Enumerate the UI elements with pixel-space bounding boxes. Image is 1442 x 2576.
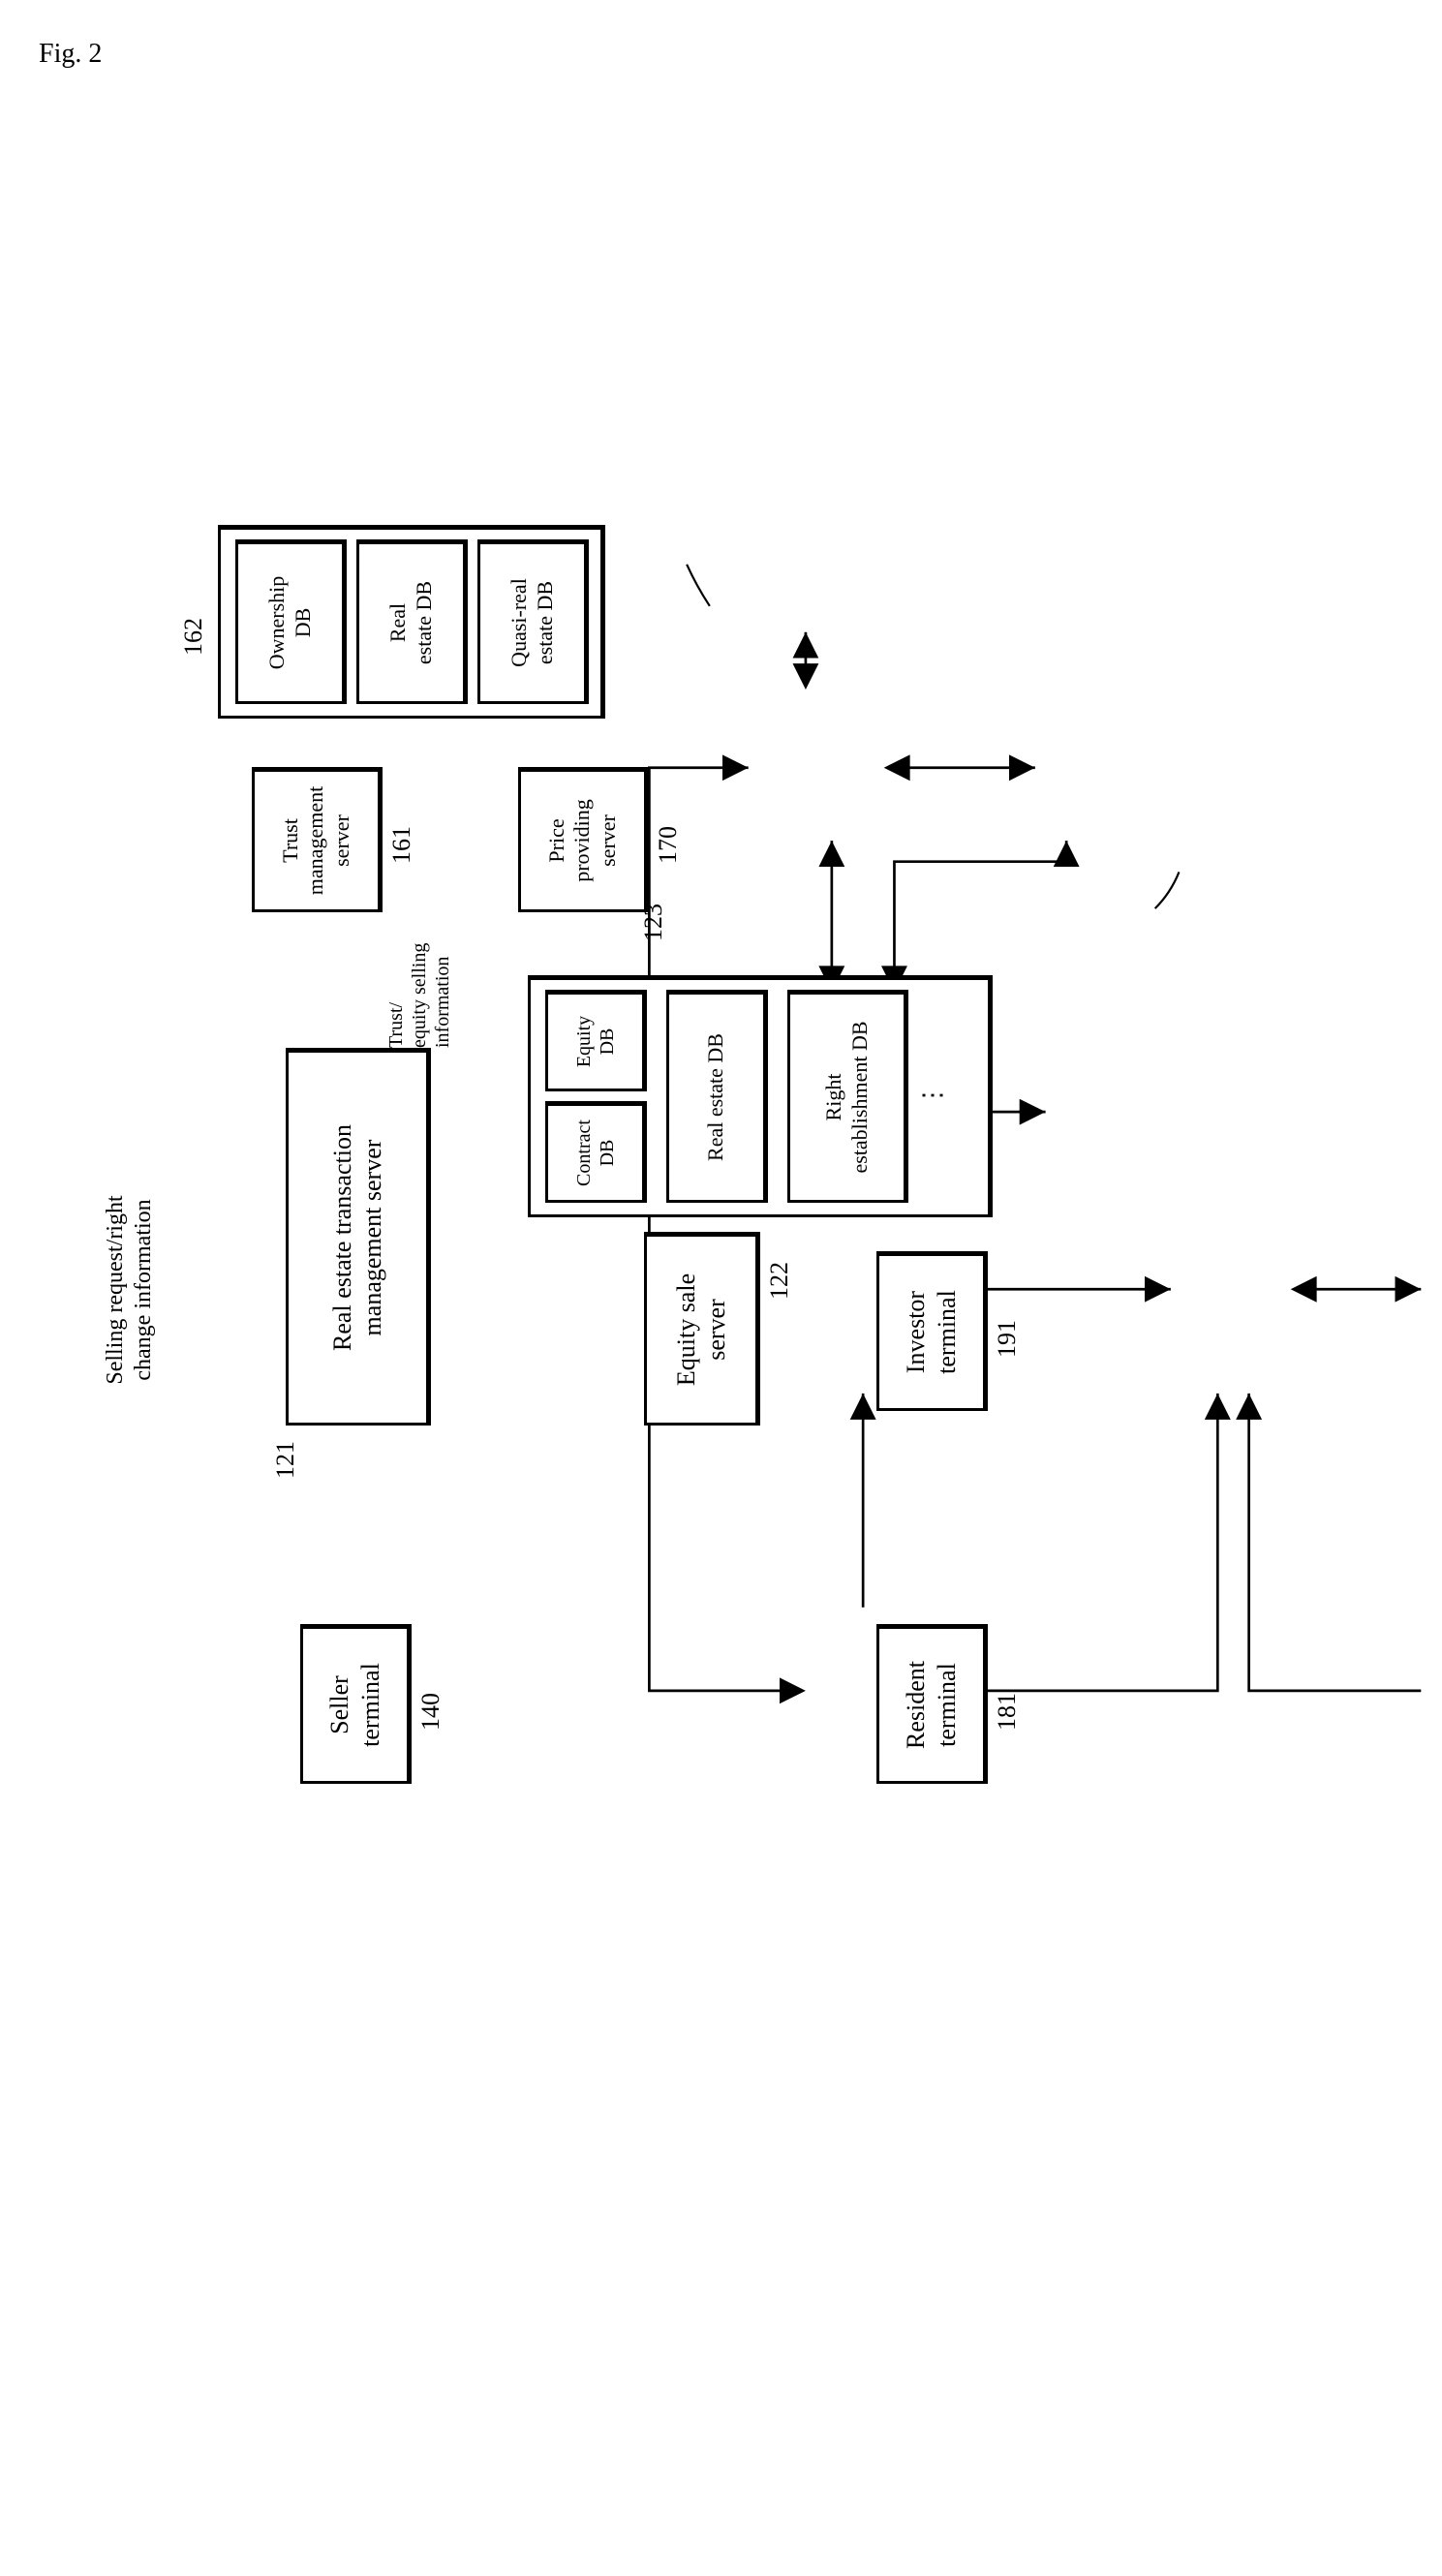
seller-terminal-box: Seller terminal: [300, 1624, 412, 1784]
retms-box: Real estate transaction management serve…: [286, 1048, 431, 1426]
ref-162: 162: [179, 618, 208, 656]
equity-sale-box: Equity sale server: [644, 1232, 760, 1426]
real-estate-db2-box: Real estate DB: [356, 539, 468, 704]
db-container-123: Contract DB Equity DB Real estate DB Rig…: [528, 975, 993, 1217]
figure-label: Fig. 2: [39, 39, 1403, 70]
ownership-db-label: Ownership DB: [264, 576, 316, 670]
ref-121: 121: [271, 1441, 300, 1479]
investor-terminal-label: Investor terminal: [901, 1290, 961, 1374]
right-est-db-box: Right establishment DB: [787, 990, 908, 1203]
trust-mgmt-label: Trust management server: [277, 786, 353, 895]
edge-label-selling: Selling request/right change information: [102, 1106, 158, 1474]
resident-terminal-box: Resident terminal: [876, 1624, 988, 1784]
ref-122: 122: [765, 1262, 794, 1300]
system-diagram: Seller terminal 140 Resident terminal 18…: [44, 99, 1399, 2423]
contract-db-box: Contract DB: [545, 1101, 647, 1203]
ownership-db-box: Ownership DB: [235, 539, 347, 704]
ref-181: 181: [993, 1693, 1022, 1731]
equity-sale-label: Equity sale server: [670, 1273, 730, 1386]
retms-label: Real estate transaction management serve…: [326, 1124, 386, 1351]
ref-191: 191: [993, 1320, 1022, 1358]
quasi-db-label: Quasi-real estate DB: [506, 578, 558, 667]
dots-1: ⋮: [918, 1083, 947, 1108]
right-est-db-label: Right establishment DB: [821, 1021, 873, 1173]
real-estate-db2-label: Real estate DB: [385, 581, 437, 664]
ref-170: 170: [654, 826, 683, 864]
ref-161: 161: [387, 826, 416, 864]
db-container-162: Ownership DB Real estate DB Quasi-real e…: [218, 525, 605, 719]
price-server-label: Price providing server: [543, 799, 620, 882]
seller-terminal-label: Seller terminal: [324, 1663, 384, 1747]
ref-140: 140: [416, 1693, 445, 1731]
edge-label-trust: Trust/ equity selling information: [384, 874, 454, 1048]
investor-terminal-box: Investor terminal: [876, 1251, 988, 1411]
contract-db-label: Contract DB: [571, 1119, 618, 1186]
trust-mgmt-box: Trust management server: [252, 767, 383, 912]
quasi-db-box: Quasi-real estate DB: [477, 539, 589, 704]
real-estate-db-box: Real estate DB: [666, 990, 768, 1203]
price-server-box: Price providing server: [518, 767, 649, 912]
equity-db-box: Equity DB: [545, 990, 647, 1091]
resident-terminal-label: Resident terminal: [901, 1661, 961, 1749]
ref-123: 123: [639, 904, 668, 941]
real-estate-db-label: Real estate DB: [703, 1033, 728, 1161]
equity-db-label: Equity DB: [571, 1016, 618, 1067]
